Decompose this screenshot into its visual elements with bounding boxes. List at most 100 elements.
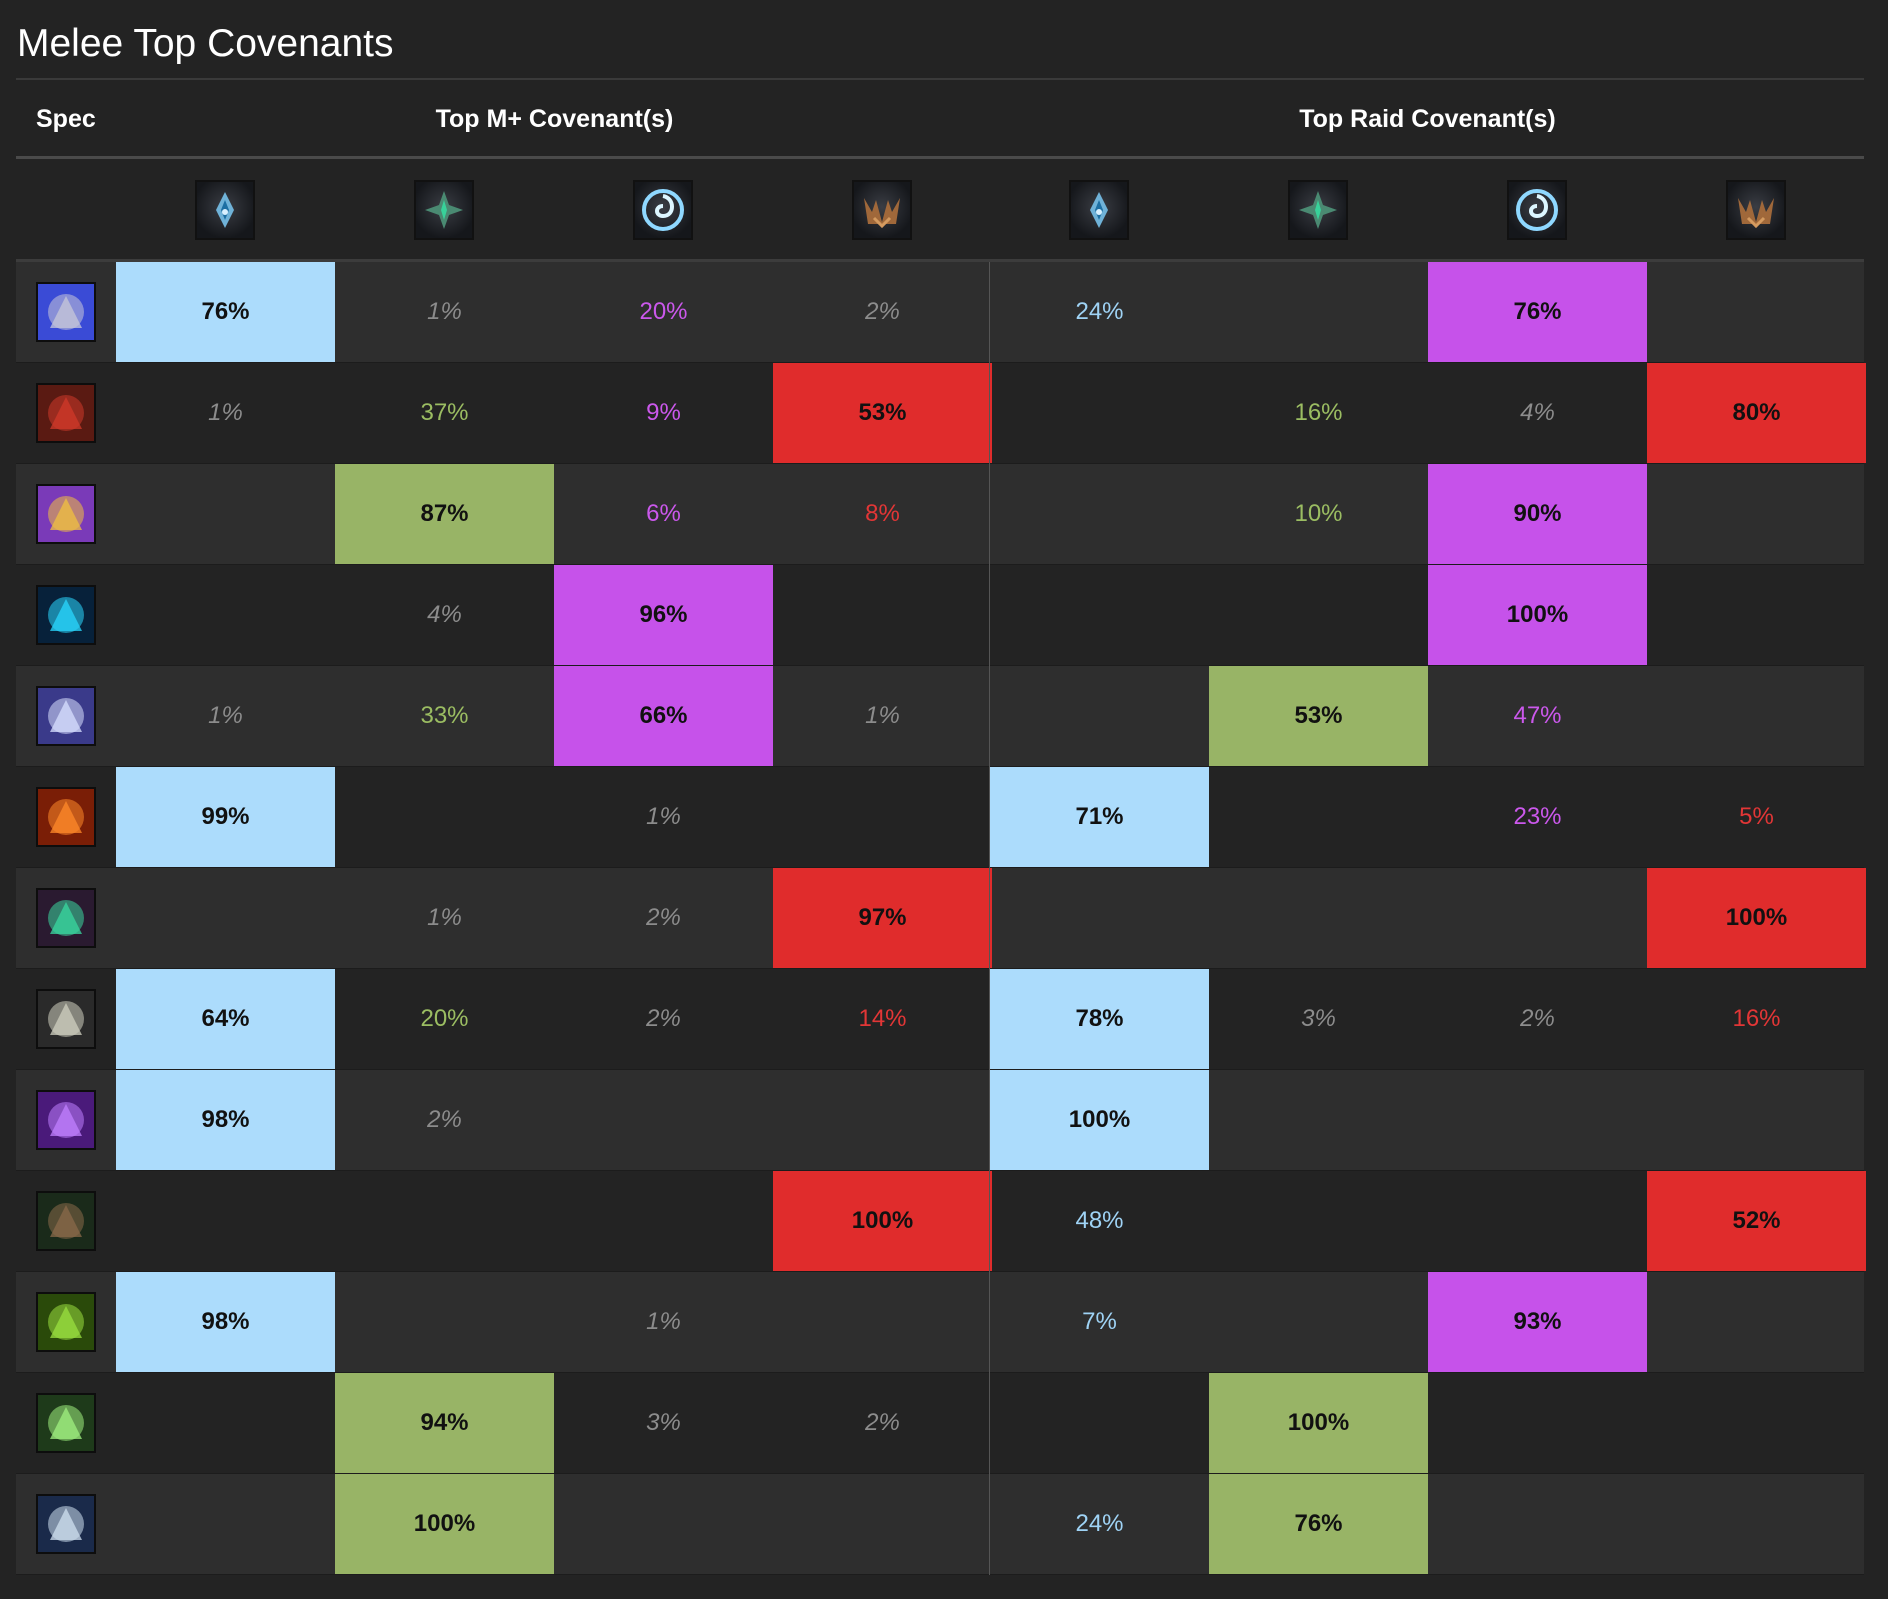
subtlety-rogue-icon — [36, 1393, 96, 1453]
page-title: Melee Top Covenants — [17, 22, 394, 65]
mplus-necrolord-cell: 100% — [335, 1474, 554, 1574]
venthyr-icon-mplus — [852, 180, 912, 240]
mplus-kyrian-cell: 1% — [208, 702, 243, 729]
raid-kyrian-cell: 7% — [1082, 1308, 1117, 1335]
outlaw-rogue-icon — [36, 1191, 96, 1251]
venthyr-icon-raid — [1726, 180, 1786, 240]
raid-necrolord-cell: 10% — [1294, 500, 1343, 527]
raid-nightfae-cell: 93% — [1428, 1272, 1647, 1372]
row-separator — [16, 1574, 1864, 1575]
mplus-necrolord-cell: 94% — [335, 1373, 554, 1473]
table-row: 100% 24% 76% — [16, 1474, 1864, 1575]
table-row: 98% 1% 7% 93% — [16, 1272, 1864, 1373]
mplus-necrolord-cell: 33% — [420, 702, 469, 729]
table-row: 1% 33% 66% 1% 53% 47% — [16, 666, 1864, 767]
windwalker-monk-icon — [36, 1090, 96, 1150]
mplus-necrolord-cell: 4% — [427, 601, 462, 628]
raid-necrolord-cell: 100% — [1209, 1373, 1428, 1473]
fury-warrior-icon — [36, 383, 96, 443]
raid-necrolord-cell: 16% — [1294, 399, 1343, 426]
raid-kyrian-cell: 71% — [990, 767, 1209, 867]
header-divider — [16, 156, 1864, 159]
table-row: 76% 1% 20% 2% 24% 76% — [16, 262, 1864, 363]
mplus-kyrian-cell: 98% — [116, 1070, 335, 1170]
row-separator — [16, 766, 1864, 767]
mplus-kyrian-cell: 98% — [116, 1272, 335, 1372]
table-row: 4% 96% 100% — [16, 565, 1864, 666]
mplus-kyrian-cell: 76% — [116, 262, 335, 362]
row-separator — [16, 1170, 1864, 1171]
mplus-venthyr-cell: 14% — [858, 1005, 907, 1032]
icons-divider — [16, 259, 1864, 262]
raid-kyrian-cell: 48% — [1075, 1207, 1124, 1234]
raid-venthyr-cell: 52% — [1647, 1171, 1866, 1271]
havoc-demon-hunter-icon — [36, 888, 96, 948]
table-row: 94% 3% 2% 100% — [16, 1373, 1864, 1474]
raid-nightfae-cell: 47% — [1513, 702, 1562, 729]
table-row: 99% 1% 71% 23% 5% — [16, 767, 1864, 868]
raid-nightfae-cell: 100% — [1428, 565, 1647, 665]
mplus-necrolord-cell: 20% — [420, 1005, 469, 1032]
row-separator — [16, 968, 1864, 969]
raid-nightfae-cell: 4% — [1520, 399, 1555, 426]
mplus-nightfae-cell: 2% — [646, 904, 681, 931]
kyrian-icon-mplus — [195, 180, 255, 240]
raid-kyrian-cell: 78% — [990, 969, 1209, 1069]
covenant-icons-row — [16, 159, 1864, 259]
necrolord-icon-mplus — [414, 180, 474, 240]
title-divider — [16, 78, 1864, 80]
raid-kyrian-cell: 24% — [1075, 298, 1124, 325]
mplus-kyrian-cell: 99% — [116, 767, 335, 867]
raid-column-header[interactable]: Top Raid Covenant(s) — [1299, 104, 1556, 133]
mplus-necrolord-cell: 87% — [335, 464, 554, 564]
raid-venthyr-cell: 16% — [1732, 1005, 1781, 1032]
mplus-necrolord-cell: 1% — [427, 298, 462, 325]
mplus-venthyr-cell: 100% — [773, 1171, 992, 1271]
mplus-necrolord-cell: 2% — [427, 1106, 462, 1133]
table-row: 1% 2% 97% 100% — [16, 868, 1866, 969]
table-row: 100% 48% 52% — [16, 1171, 1866, 1272]
mplus-kyrian-cell: 1% — [208, 399, 243, 426]
mplus-column-header[interactable]: Top M+ Covenant(s) — [435, 104, 674, 133]
mplus-nightfae-cell: 1% — [646, 1308, 681, 1335]
table-row: 64% 20% 2% 14% 78% 3% 2% 16% — [16, 969, 1864, 1070]
raid-nightfae-cell: 90% — [1428, 464, 1647, 564]
retribution-paladin-icon — [36, 484, 96, 544]
mplus-nightfae-cell: 2% — [646, 1005, 681, 1032]
raid-necrolord-cell: 53% — [1209, 666, 1428, 766]
mplus-venthyr-cell: 8% — [865, 500, 900, 527]
row-separator — [16, 564, 1864, 565]
enhancement-shaman-icon — [36, 585, 96, 645]
kyrian-icon-raid — [1069, 180, 1129, 240]
mplus-venthyr-cell: 1% — [865, 702, 900, 729]
survival-hunter-icon — [36, 989, 96, 1049]
mplus-necrolord-cell: 1% — [427, 904, 462, 931]
unholy-death-knight-icon — [36, 787, 96, 847]
mplus-nightfae-cell: 3% — [646, 1409, 681, 1436]
table-row: 1% 37% 9% 53% 16% 4% 80% — [16, 363, 1866, 464]
assassination-rogue-icon — [36, 1292, 96, 1352]
raid-nightfae-cell: 76% — [1428, 262, 1647, 362]
mplus-nightfae-cell: 96% — [554, 565, 773, 665]
mplus-nightfae-cell: 20% — [639, 298, 688, 325]
row-separator — [16, 463, 1864, 464]
mplus-raid-divider — [989, 262, 990, 1575]
mplus-nightfae-cell: 6% — [646, 500, 681, 527]
raid-kyrian-cell: 100% — [990, 1070, 1209, 1170]
spec-column-header[interactable]: Spec — [36, 104, 96, 133]
row-separator — [16, 867, 1864, 868]
row-separator — [16, 1069, 1864, 1070]
raid-necrolord-cell: 76% — [1209, 1474, 1428, 1574]
raid-venthyr-cell: 5% — [1739, 803, 1774, 830]
raid-venthyr-cell: 100% — [1647, 868, 1866, 968]
table-row: 87% 6% 8% 10% 90% — [16, 464, 1864, 565]
raid-venthyr-cell: 80% — [1647, 363, 1866, 463]
row-separator — [16, 665, 1864, 666]
mplus-necrolord-cell: 37% — [420, 399, 469, 426]
raid-nightfae-cell: 2% — [1520, 1005, 1555, 1032]
row-separator — [16, 1271, 1864, 1272]
row-separator — [16, 1372, 1864, 1373]
row-separator — [16, 1473, 1864, 1474]
mplus-venthyr-cell: 2% — [865, 298, 900, 325]
